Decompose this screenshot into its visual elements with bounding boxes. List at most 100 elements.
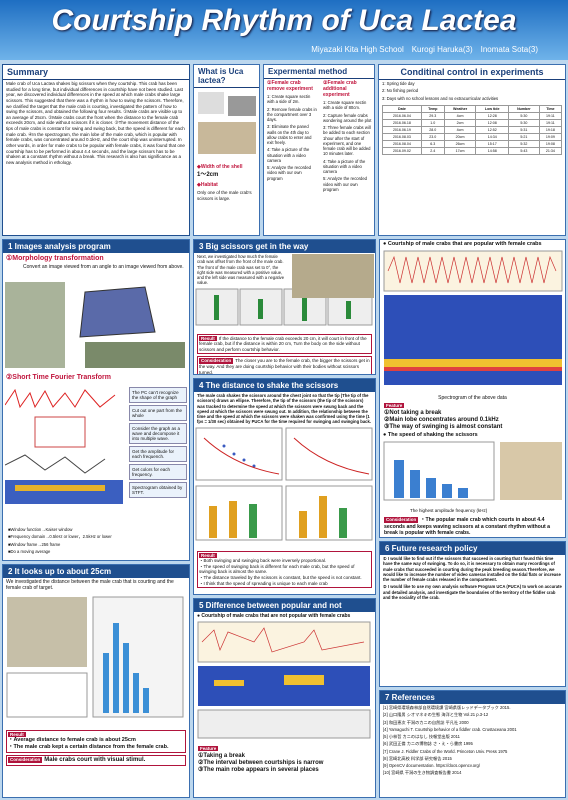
authors: Miyazaki Kita High School Kurogi Haruka(…	[311, 45, 538, 54]
row: 2016.08.04 6.3 26cm 15:17 5:32 19:08	[382, 139, 563, 148]
list: ① I would like to find out if the scisso…	[380, 555, 565, 601]
crab-photos	[198, 92, 256, 154]
row: 2016.09.02 2.4 17cm 14:58 5:43 21:34	[382, 146, 563, 155]
stft-note: Cut out one part from the whole	[129, 405, 187, 421]
reference: [8] 宮崎北高校 科学部 研究報告 2015	[383, 755, 452, 761]
result-line: ・Average distance to female crab is abou…	[8, 737, 136, 744]
list: The PC can't recognize the shape of the …	[127, 385, 189, 500]
policy: ② I would like to use my own analysis so…	[383, 584, 562, 600]
heading: Conditinal control in experiments	[379, 65, 565, 80]
cell: 19:08	[538, 139, 563, 148]
policy: ① I would like to find out if the scisso…	[383, 556, 561, 582]
result-text: If the distance to the female crab excee…	[199, 335, 367, 352]
popular-charts	[383, 250, 563, 385]
list: [1] 宮崎県環境森林部自然環境課 宮崎県版レッドデータブック 2015. [2]…	[380, 704, 565, 777]
cell: 2016.06.18	[382, 118, 422, 127]
method: Expermental method ①Female crab remove e…	[263, 64, 375, 236]
heading: What is Uca lactea?	[194, 65, 259, 88]
header: Courtship Rhythm of Uca Lactea Miyazaki …	[0, 0, 568, 60]
heading: Expermental method	[264, 65, 374, 79]
summary: Summary Male crab of Uca Lactea shakes b…	[2, 64, 190, 236]
section-1: 1 Images analysis program ①Morphology tr…	[2, 239, 190, 561]
cell: 2.4	[420, 146, 445, 155]
heading: 4 The distance to shake the scissors	[194, 379, 375, 392]
row: 2016.08.03 23.0 20cm 14:34 5:21 19:09	[382, 132, 563, 141]
cell: 2016.09.02	[382, 146, 422, 155]
heading: 2 It looks up to about 25cm	[3, 565, 189, 578]
step: 5: Analyze the recorded video with our o…	[323, 176, 367, 192]
consideration: Consideration Male crabs court with visua…	[6, 754, 186, 767]
step: 3: Three female crabs will be added to e…	[323, 125, 371, 157]
what-is: What is Uca lactea? ◆Width of the shell …	[193, 64, 260, 236]
cell: 2016.08.04	[382, 139, 422, 148]
step: 5: Analyze the recorded video with our o…	[267, 165, 311, 181]
result-line: ・The distance traveled by the scissors i…	[199, 575, 362, 580]
column-header: Low tide	[475, 104, 509, 113]
chart-title: ● Courtship of male crabs that are popul…	[383, 241, 542, 247]
step: 4: Take a picture of the situation with …	[267, 147, 310, 163]
cell: 2016.08.03	[382, 132, 422, 141]
result-line: ・Both swinging and swinging back were in…	[199, 558, 327, 564]
width-label: ◆Width of the shell	[197, 164, 243, 170]
consideration-text: ・The popular male crab which courts in a…	[384, 517, 551, 536]
reference: [5] 小林哲 カニのはなし 技報堂出版 2011	[383, 734, 460, 739]
speed-title: ● The speed of shaking the scissors	[383, 432, 478, 439]
cell: 21:34	[538, 146, 563, 155]
stft-setting: ■Window frame→256 frame	[8, 541, 61, 547]
column-header: Date	[382, 104, 422, 113]
cell: 2016.06.19	[382, 125, 422, 134]
step: 4: Take a picture of the situation with …	[323, 158, 366, 175]
feature: ③The way of swinging is almost constant	[384, 424, 503, 431]
popular: ● Courtship of male crabs that are popul…	[379, 239, 566, 535]
step: 3: Eliminate the paned walls on the 4th …	[267, 124, 312, 145]
sub: ①Morphology transformation	[6, 255, 104, 262]
morph-images	[5, 282, 185, 368]
result-label: Result	[199, 552, 217, 559]
result-line: ・I think that the speed of spreading is …	[199, 580, 328, 586]
consideration-label: Consideration	[384, 517, 419, 523]
consideration-text: Male crabs court with visual stimul.	[44, 756, 146, 763]
width-value: 1～2cm	[197, 172, 219, 179]
not-popular-charts	[197, 621, 371, 739]
stft-heading: ②Short Time Fourier Transform	[6, 374, 111, 381]
step: 1: Create square sectin with a side of 8…	[323, 100, 367, 111]
list: ■Window function→Kaiser window ■Frequency…	[5, 526, 189, 555]
heading: 1 Images analysis program	[3, 240, 189, 253]
heading: 6 Future research policy	[380, 542, 565, 555]
feature-label: Feature	[198, 746, 219, 752]
stft-note: The PC can't recognize the shape of the …	[129, 387, 187, 403]
cell: 5:21	[508, 132, 540, 141]
column-header: Time	[538, 104, 563, 113]
cell: 2016.06.04	[382, 111, 422, 120]
crab-photo	[292, 254, 374, 298]
reference: [3] 和田恵次 干潟のカニの自然誌 平凡社 2000	[383, 719, 469, 725]
reference: [4] Yamaguchi T. Courtship behavior of a…	[383, 726, 517, 732]
cell: 19:09	[538, 132, 563, 141]
row: 2016.06.04 29.3 4cm 12:28 5:30 19:11	[382, 111, 563, 120]
feature: ②Main lobe concentrates around 0.1kHz	[384, 417, 499, 424]
stft-setting: ■Window function→Kaiser window	[8, 527, 73, 532]
body: Next, we investigated how much the femal…	[197, 254, 285, 286]
list: ・Average distance to female crab is abou…	[8, 737, 184, 751]
reference: [1] 宮崎県環境森林部自然環境課 宮崎県版レッドデータブック 2015.	[383, 705, 511, 710]
cell: 14:34	[475, 132, 509, 141]
popular-consideration: Consideration ・The popular male crab whic…	[379, 514, 566, 538]
cell: 6.3	[420, 139, 445, 148]
cell: 12:08	[475, 118, 509, 127]
stft-note: Consider the graph as a wave and decompo…	[129, 423, 187, 444]
conditional: Conditinal control in experiments 1: Spr…	[378, 64, 566, 236]
section-5: 5 Difference between popular and not ● C…	[193, 598, 376, 798]
section-7: 7 References [1] 宮崎県環境森林部自然環境課 宮崎県版レッドデー…	[379, 690, 566, 798]
cell: 17cm	[443, 146, 477, 155]
stft-note: Spectrogram obtained by STFT.	[129, 482, 187, 498]
list: ①Taking a break ②The interval between cou…	[198, 752, 371, 773]
cell: 20cm	[443, 132, 477, 141]
result-label: Result	[8, 731, 26, 738]
cell: 4cm	[443, 111, 477, 120]
feature: ①Taking a break	[198, 753, 245, 760]
cell: 23.0	[420, 132, 445, 141]
desc: Convert an image viewed from an angle to…	[23, 264, 184, 270]
section-2: 2 It looks up to about 25cm We investiga…	[2, 564, 190, 798]
condition: 2: No fishing period	[382, 88, 419, 94]
result: Result ・Average distance to female crab i…	[6, 729, 186, 753]
